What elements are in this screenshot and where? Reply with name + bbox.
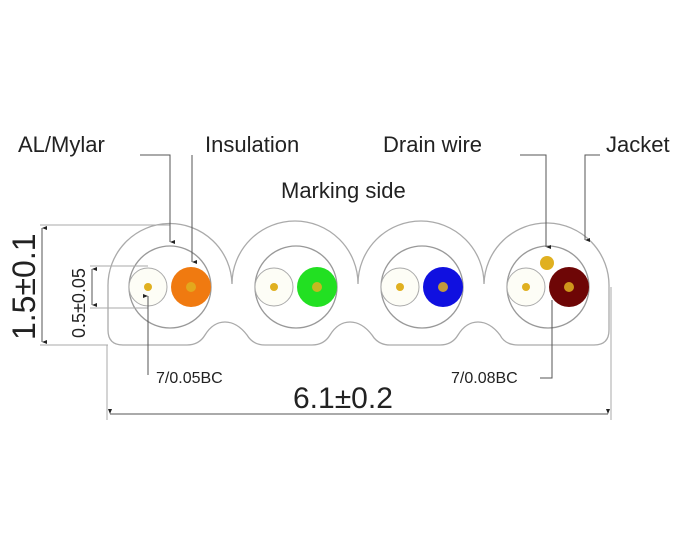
drain-conductor: [270, 283, 278, 291]
drain-conductor: [396, 283, 404, 291]
label-drain-wire: Drain wire: [383, 132, 482, 157]
drain-conductor: [522, 283, 530, 291]
wire-conductor: [186, 282, 196, 292]
wire-conductor: [564, 282, 574, 292]
label-al-mylar: AL/Mylar: [18, 132, 105, 157]
wire-conductor: [312, 282, 322, 292]
jacket-outline: [107, 220, 610, 346]
dimension-height: 1.5±0.1: [6, 233, 42, 340]
dimension-conductor: 0.5±0.05: [69, 268, 89, 338]
drain-wire: [540, 256, 554, 270]
label-conductor-drain: 7/0.08BC: [451, 370, 518, 387]
wire-conductor: [438, 282, 448, 292]
label-insulation: Insulation: [205, 132, 299, 157]
dimension-lines: [40, 154, 612, 420]
label-jacket: Jacket: [606, 132, 670, 157]
dimension-width: 6.1±0.2: [293, 382, 393, 415]
label-conductor-small: 7/0.05BC: [156, 370, 223, 387]
drain-conductor: [144, 283, 152, 291]
label-marking-side: Marking side: [281, 178, 406, 203]
